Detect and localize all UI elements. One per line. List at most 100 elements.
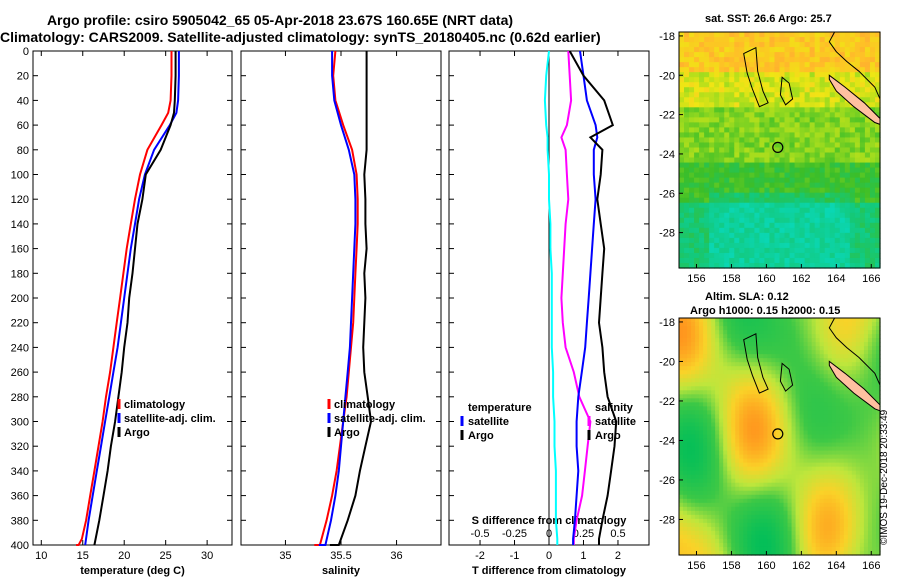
map-cell — [707, 366, 712, 371]
map-cell — [747, 410, 752, 416]
map-cell — [687, 370, 692, 375]
map-cell — [695, 482, 700, 488]
map-cell — [819, 538, 825, 544]
map-cell — [729, 37, 735, 43]
map-cell — [691, 462, 696, 468]
map-cell — [824, 52, 831, 58]
map-cell — [803, 470, 809, 476]
map-cell — [819, 326, 825, 331]
map-cell — [847, 394, 853, 399]
map-cell — [859, 342, 865, 347]
map-cell — [699, 438, 704, 444]
map-cell — [869, 77, 876, 83]
map-cell — [731, 518, 736, 524]
map-cell — [814, 172, 821, 179]
map-cell — [679, 514, 684, 520]
map-cell — [709, 237, 715, 244]
x-tick-label-temperature: 25 — [160, 550, 172, 562]
map-cell — [787, 538, 793, 544]
legend-label: Argo — [595, 430, 621, 442]
map-cell — [823, 322, 829, 327]
map-cell — [689, 242, 695, 249]
map-cell — [787, 390, 793, 395]
map-cell — [714, 227, 720, 234]
map-cell — [747, 338, 752, 343]
map-cell — [795, 490, 801, 496]
map-cell — [849, 67, 856, 73]
map-cell — [764, 42, 771, 48]
map-cell — [735, 338, 740, 343]
map-cell — [743, 390, 748, 395]
map-cell — [807, 446, 813, 452]
map-cell — [723, 366, 728, 371]
map-cell — [789, 152, 796, 159]
map-cell — [823, 426, 829, 432]
map-cell — [691, 526, 696, 532]
map-cell — [691, 534, 696, 540]
map-cell — [814, 197, 821, 204]
map-cell — [831, 522, 837, 528]
map-cell — [743, 338, 748, 343]
map-cell — [687, 454, 692, 460]
map-cell — [859, 52, 866, 58]
map-cell — [834, 207, 841, 214]
map-cell — [799, 426, 805, 432]
map-cell — [779, 450, 785, 456]
map-cell — [683, 494, 688, 500]
map-cell — [699, 162, 705, 169]
map-cell — [787, 434, 793, 440]
map-cell — [851, 490, 857, 496]
map-cell — [819, 112, 826, 118]
map-cell — [731, 386, 736, 391]
map-cell — [687, 522, 692, 528]
map-cell — [731, 410, 736, 416]
map-cell — [779, 262, 786, 269]
map-cell — [739, 394, 744, 399]
map-cell — [799, 222, 806, 229]
map-cell — [727, 450, 732, 456]
map-cell — [763, 414, 769, 420]
map-cell — [829, 122, 836, 128]
y-tick-label: 200 — [11, 293, 29, 305]
map-cell — [689, 77, 695, 83]
map-cell — [734, 52, 740, 58]
map-cell — [749, 42, 755, 48]
map-cell — [839, 462, 845, 468]
map-cell — [859, 426, 865, 432]
map-cell — [689, 47, 695, 53]
map-cell — [735, 342, 740, 347]
map-cell — [771, 546, 777, 552]
map-cell — [747, 390, 752, 395]
map-cell — [774, 182, 781, 189]
map-cell — [839, 518, 845, 524]
map-cell — [791, 526, 797, 532]
map-cell — [763, 546, 769, 552]
map-cell — [714, 117, 720, 123]
map-cell — [814, 117, 821, 123]
map-cell — [755, 470, 760, 476]
map-cell — [831, 462, 837, 468]
map-cell — [719, 217, 725, 224]
map-cell — [787, 382, 793, 387]
map-cell — [707, 506, 712, 512]
map-cell — [824, 202, 831, 209]
map-cell — [787, 470, 793, 476]
map-cell — [863, 542, 869, 548]
map-cell — [834, 252, 841, 259]
map-cell — [694, 187, 700, 194]
map-cell — [743, 366, 748, 371]
map-cell — [734, 62, 740, 68]
map-cell — [847, 318, 853, 323]
map-cell — [795, 470, 801, 476]
map-cell — [874, 77, 881, 83]
map-cell — [847, 494, 853, 500]
map-cell — [771, 422, 777, 428]
map-cell — [819, 498, 825, 504]
map-cell — [687, 498, 692, 504]
map-cell — [735, 426, 740, 432]
map-cell — [815, 346, 821, 351]
map-cell — [724, 262, 730, 269]
map-cell — [809, 92, 816, 98]
map-cell — [804, 147, 811, 154]
map-cell — [715, 442, 720, 448]
